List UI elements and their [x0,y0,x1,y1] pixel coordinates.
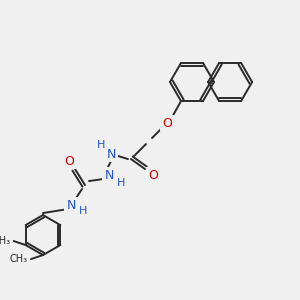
Text: O: O [162,117,172,130]
Text: O: O [64,154,74,168]
Text: N: N [106,148,116,160]
Text: H: H [79,206,87,216]
Text: N: N [66,199,76,212]
Text: N: N [104,169,114,182]
Text: CH₃: CH₃ [0,236,11,246]
Text: CH₃: CH₃ [10,254,28,264]
Text: H: H [97,140,105,150]
Text: O: O [148,169,158,182]
Text: H: H [117,178,125,188]
